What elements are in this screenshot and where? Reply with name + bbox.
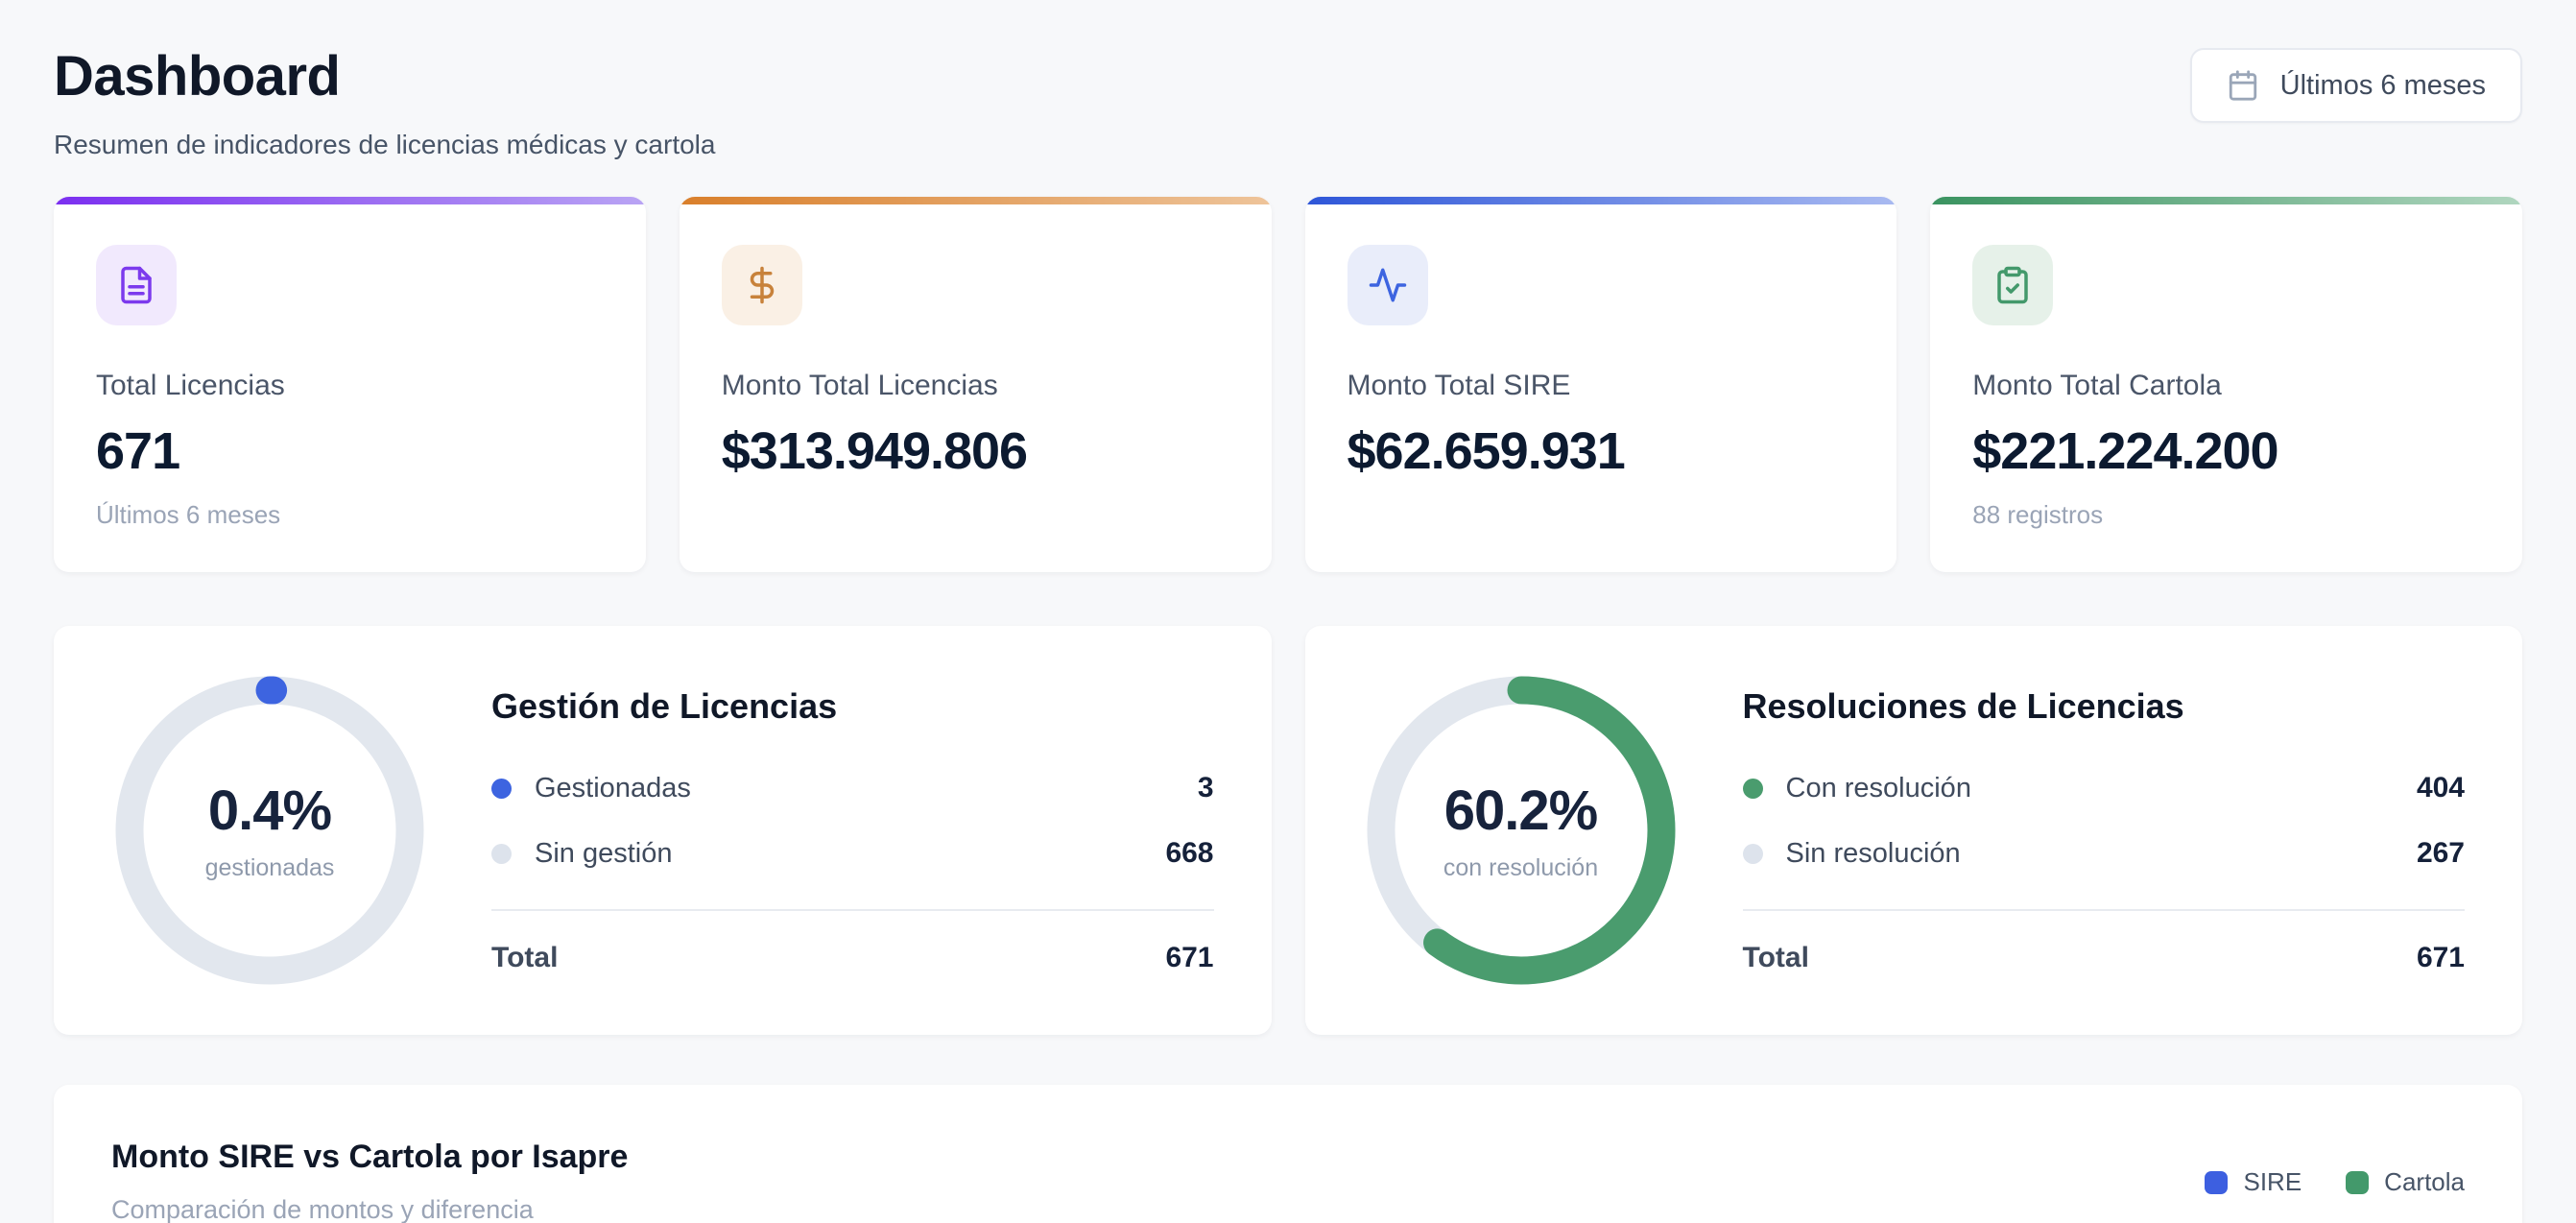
total-value: 671 [2416,942,2465,973]
legend-row-sin-gestion: Sin gestión 668 [491,821,1214,886]
gestion-licencias-card: 0.4% gestionadas Gestión de Licencias Ge… [54,626,1272,1035]
card-subtitle: Comparación de montos y diferencia [111,1195,534,1223]
donut-percent: 0.4% [207,779,332,842]
metric-label: Total Licencias [96,370,285,401]
legend-row-gestionadas: Gestionadas 3 [491,755,1214,821]
total-row: Total 671 [491,911,1214,974]
total-label: Total [491,942,559,973]
legend-swatch [2205,1170,2229,1194]
legend-row-sin-resolucion: Sin resolución 267 [1742,821,2465,886]
metric-card-monto-total-licencias: Monto Total Licencias $313.949.806 [679,197,1272,572]
resoluciones-donut-chart: 60.2% con resolución [1363,672,1680,989]
metric-footnote [1348,500,1855,529]
donut-center-text: 60.2% con resolución [1363,672,1680,989]
legend-label: Sin resolución [1785,837,1961,869]
legend-dot [1742,778,1763,799]
page-header-text: Dashboard Resumen de indicadores de lice… [54,44,715,160]
donut-caption: con resolución [1443,854,1599,881]
metric-footnote: Últimos 6 meses [96,500,281,529]
metric-value: 671 [96,422,180,480]
divider [1742,909,2465,911]
divider [491,909,1214,911]
page-subtitle: Resumen de indicadores de licencias médi… [54,130,716,159]
metric-card-monto-total-sire: Monto Total SIRE $62.659.931 [1304,197,1897,572]
total-value: 671 [1165,942,1214,973]
card-accent-strip [54,197,646,204]
gestion-donut-chart: 0.4% gestionadas [111,672,428,989]
metric-footnote [722,500,1229,529]
legend-value: 404 [2416,772,2465,803]
file-text-icon [96,245,177,325]
resoluciones-licencias-card: 60.2% con resolución Resoluciones de Lic… [1304,626,2522,1035]
donut-center-text: 0.4% gestionadas [111,672,428,989]
metric-card-monto-total-cartola: Monto Total Cartola $221.224.200 88 regi… [1930,197,2522,572]
page-title: Dashboard [54,45,341,108]
metric-label: Monto Total Cartola [1972,370,2222,401]
card-accent-strip [679,197,1272,204]
calendar-icon [2227,69,2259,102]
period-selector-button[interactable]: Últimos 6 meses [2189,48,2522,123]
legend-swatch [2346,1170,2370,1194]
legend-label: SIRE [2243,1167,2302,1196]
legend-value: 267 [2416,837,2465,869]
metric-cards-row: Total Licencias 671 Últimos 6 meses Mont… [54,197,2522,572]
card-accent-strip [1930,197,2522,204]
metric-label: Monto Total SIRE [1347,370,1571,401]
total-label: Total [1742,942,1809,973]
legend-value: 668 [1165,837,1214,869]
bottom-card-header: Monto SIRE vs Cartola por Isapre Compara… [111,1139,628,1223]
card-title: Gestión de Licencias [491,686,838,726]
legend-dot [1742,843,1763,864]
donut-caption: gestionadas [204,854,335,881]
metric-value: $313.949.806 [721,422,1028,480]
gestion-donut-legend-panel: Gestión de Licencias Gestionadas 3 Sin g… [491,686,1214,974]
card-title: Resoluciones de Licencias [1742,686,2184,726]
metric-footnote: 88 registros [1972,500,2104,529]
card-accent-strip [1304,197,1897,204]
legend-row-con-resolucion: Con resolución 404 [1742,755,2465,821]
legend-item-cartola: Cartola [2346,1167,2465,1197]
metric-card-total-licencias: Total Licencias 671 Últimos 6 meses [54,197,646,572]
metric-label: Monto Total Licencias [721,370,998,401]
donut-percent: 60.2% [1443,779,1598,842]
legend-dot [491,843,512,864]
clipboard-check-icon [1972,245,2054,325]
legend-label: Sin gestión [535,837,673,869]
legend-label: Gestionadas [535,772,691,803]
total-row: Total 671 [1743,911,2466,974]
page-header: Dashboard Resumen de indicadores de lice… [54,44,2522,160]
monto-sire-vs-cartola-card: Monto SIRE vs Cartola por Isapre Compara… [54,1085,2522,1223]
donut-cards-row: 0.4% gestionadas Gestión de Licencias Ge… [54,626,2522,1035]
card-title: Monto SIRE vs Cartola por Isapre [111,1139,629,1175]
legend-item-sire: SIRE [2205,1167,2302,1197]
metric-value: $62.659.931 [1347,422,1626,480]
chart-legend: SIRE Cartola [2205,1167,2465,1197]
dollar-icon [721,245,802,325]
resoluciones-donut-legend-panel: Resoluciones de Licencias Con resolución… [1742,686,2466,974]
legend-dot [491,778,512,799]
activity-icon [1347,245,1428,325]
legend-label: Con resolución [1785,772,1971,803]
legend-label: Cartola [2384,1167,2465,1196]
period-selector-label: Últimos 6 meses [2279,69,2486,101]
metric-value: $221.224.200 [1972,422,2278,480]
legend-value: 3 [1197,772,1214,803]
